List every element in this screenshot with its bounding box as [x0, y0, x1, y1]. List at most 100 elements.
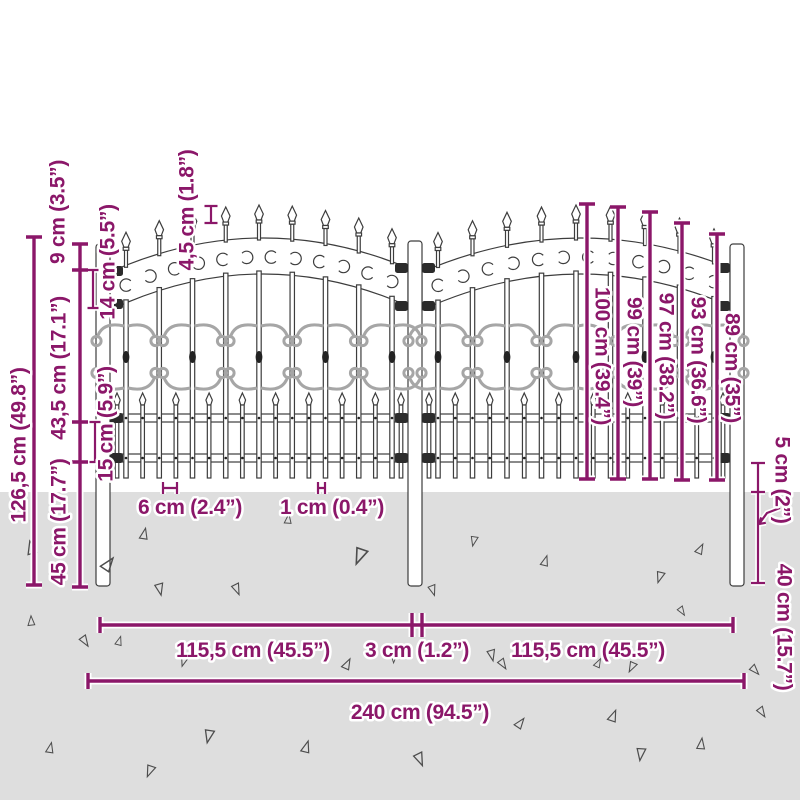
scroll-motif — [223, 323, 295, 391]
spear-stem — [157, 238, 162, 257]
rail-dot — [290, 456, 294, 460]
dim-post-depth-label: 40 cm (15.7”) — [772, 564, 795, 691]
fence-picket — [156, 286, 163, 479]
fence-picket-short — [339, 404, 345, 479]
spear-stem — [608, 223, 613, 242]
rail-dot — [574, 456, 578, 460]
post-clamp — [395, 301, 408, 311]
ground — [0, 492, 800, 800]
spear-collar — [122, 246, 130, 251]
spear-collar — [288, 220, 296, 225]
spear-stem — [356, 235, 361, 254]
rail-dot — [324, 456, 327, 460]
rail-dot — [374, 456, 377, 460]
dim-rail-gap-label: 15 cm (5.9”) — [95, 366, 118, 481]
fence-picket-short — [114, 404, 120, 479]
ground-triangle — [496, 657, 507, 671]
rail-dot — [540, 456, 543, 460]
rail-dot — [626, 416, 630, 420]
post-clamp — [422, 413, 435, 423]
rail-dot — [505, 456, 509, 460]
rail-dot — [207, 456, 211, 460]
rail-dot — [340, 416, 344, 420]
spear-collar — [322, 224, 329, 230]
dim-height-bottom-label: 45 cm (17.7”) — [48, 459, 71, 586]
ground-triangle — [230, 582, 240, 597]
spear-stem — [389, 246, 395, 265]
ground-triangle — [412, 750, 424, 768]
spear-stem — [470, 238, 475, 257]
band-scroll — [338, 259, 351, 274]
dimension-lines — [26, 202, 781, 689]
rail-dot — [357, 416, 361, 420]
fence-picket-short — [625, 404, 631, 479]
post-clamp — [395, 413, 408, 423]
band-scroll — [119, 278, 132, 292]
spear-stem — [323, 227, 328, 247]
rail-dot — [141, 416, 144, 420]
rail-dot — [340, 456, 344, 460]
dim-band-offset-label: 14 cm (5.5”) — [97, 204, 120, 319]
dim-picket-height-89-line — [709, 232, 725, 482]
rail-dot — [660, 456, 664, 460]
spear-stem — [642, 227, 648, 247]
rail-dot — [643, 456, 647, 460]
rail-dot — [488, 416, 492, 420]
rail-dot — [488, 456, 492, 460]
motif-clamp — [572, 351, 580, 363]
band-scroll — [558, 250, 570, 265]
fence-picket-short — [273, 404, 279, 479]
band-scroll — [361, 266, 374, 280]
post-clamp — [110, 413, 123, 423]
rail-dot — [591, 416, 595, 420]
post-clamp — [422, 263, 435, 273]
fence-picket-short — [398, 404, 404, 479]
scroll-motif — [90, 323, 162, 391]
rail-dot — [157, 416, 161, 420]
spear-collar — [222, 221, 230, 226]
fence-post-right — [729, 243, 745, 587]
dim-picket-height-99-label: 99 cm (39”) — [622, 297, 645, 407]
rail-dot — [453, 416, 457, 420]
ground-triangle — [695, 736, 706, 750]
ground-triangle — [470, 535, 479, 548]
rail-dot — [324, 416, 327, 420]
rail-dot — [522, 416, 526, 420]
ground-triangle — [539, 554, 548, 567]
post-clamp — [395, 263, 408, 273]
rail-dot — [307, 416, 311, 420]
fence-picket — [435, 299, 441, 479]
rail-dot — [522, 456, 526, 460]
ground-triangle — [390, 653, 398, 665]
rail-dot — [557, 456, 561, 460]
spear-collar — [388, 243, 396, 248]
dim-picket-height-89-label: 89 cm (35”) — [720, 313, 743, 423]
fence-picket — [573, 270, 579, 479]
dim-picket-height-93-line — [674, 221, 690, 482]
dim-picket-height-100-line — [579, 202, 595, 481]
rail-dot — [574, 416, 578, 420]
ground-triangle — [628, 660, 639, 674]
band-scroll — [431, 278, 444, 293]
rail-dot — [207, 416, 211, 420]
dim-picket-height-93-label: 93 cm (36.6”) — [686, 297, 709, 424]
post-clamp — [110, 299, 123, 309]
dim-height-mid-label: 43,5 cm (17.1”) — [48, 296, 71, 440]
rail-dot — [174, 456, 178, 460]
rail-dot — [124, 456, 128, 460]
ground-triangle — [513, 717, 525, 730]
ground-triangle — [283, 512, 292, 524]
leader-arrow — [757, 506, 781, 526]
rail-dot — [141, 456, 144, 460]
ground-triangle — [340, 657, 351, 671]
fence-picket-short — [556, 404, 562, 479]
ground-triangle — [676, 605, 686, 617]
rail-dot — [540, 416, 543, 420]
post-clamp — [110, 453, 123, 463]
ground-triangle — [427, 583, 436, 597]
dim-picket-width-label: 1 cm (0.4”) — [280, 496, 384, 519]
post-clamp — [110, 266, 123, 276]
rail-dot — [191, 416, 194, 420]
ground-triangle — [114, 635, 122, 647]
rail-dot — [453, 456, 457, 460]
